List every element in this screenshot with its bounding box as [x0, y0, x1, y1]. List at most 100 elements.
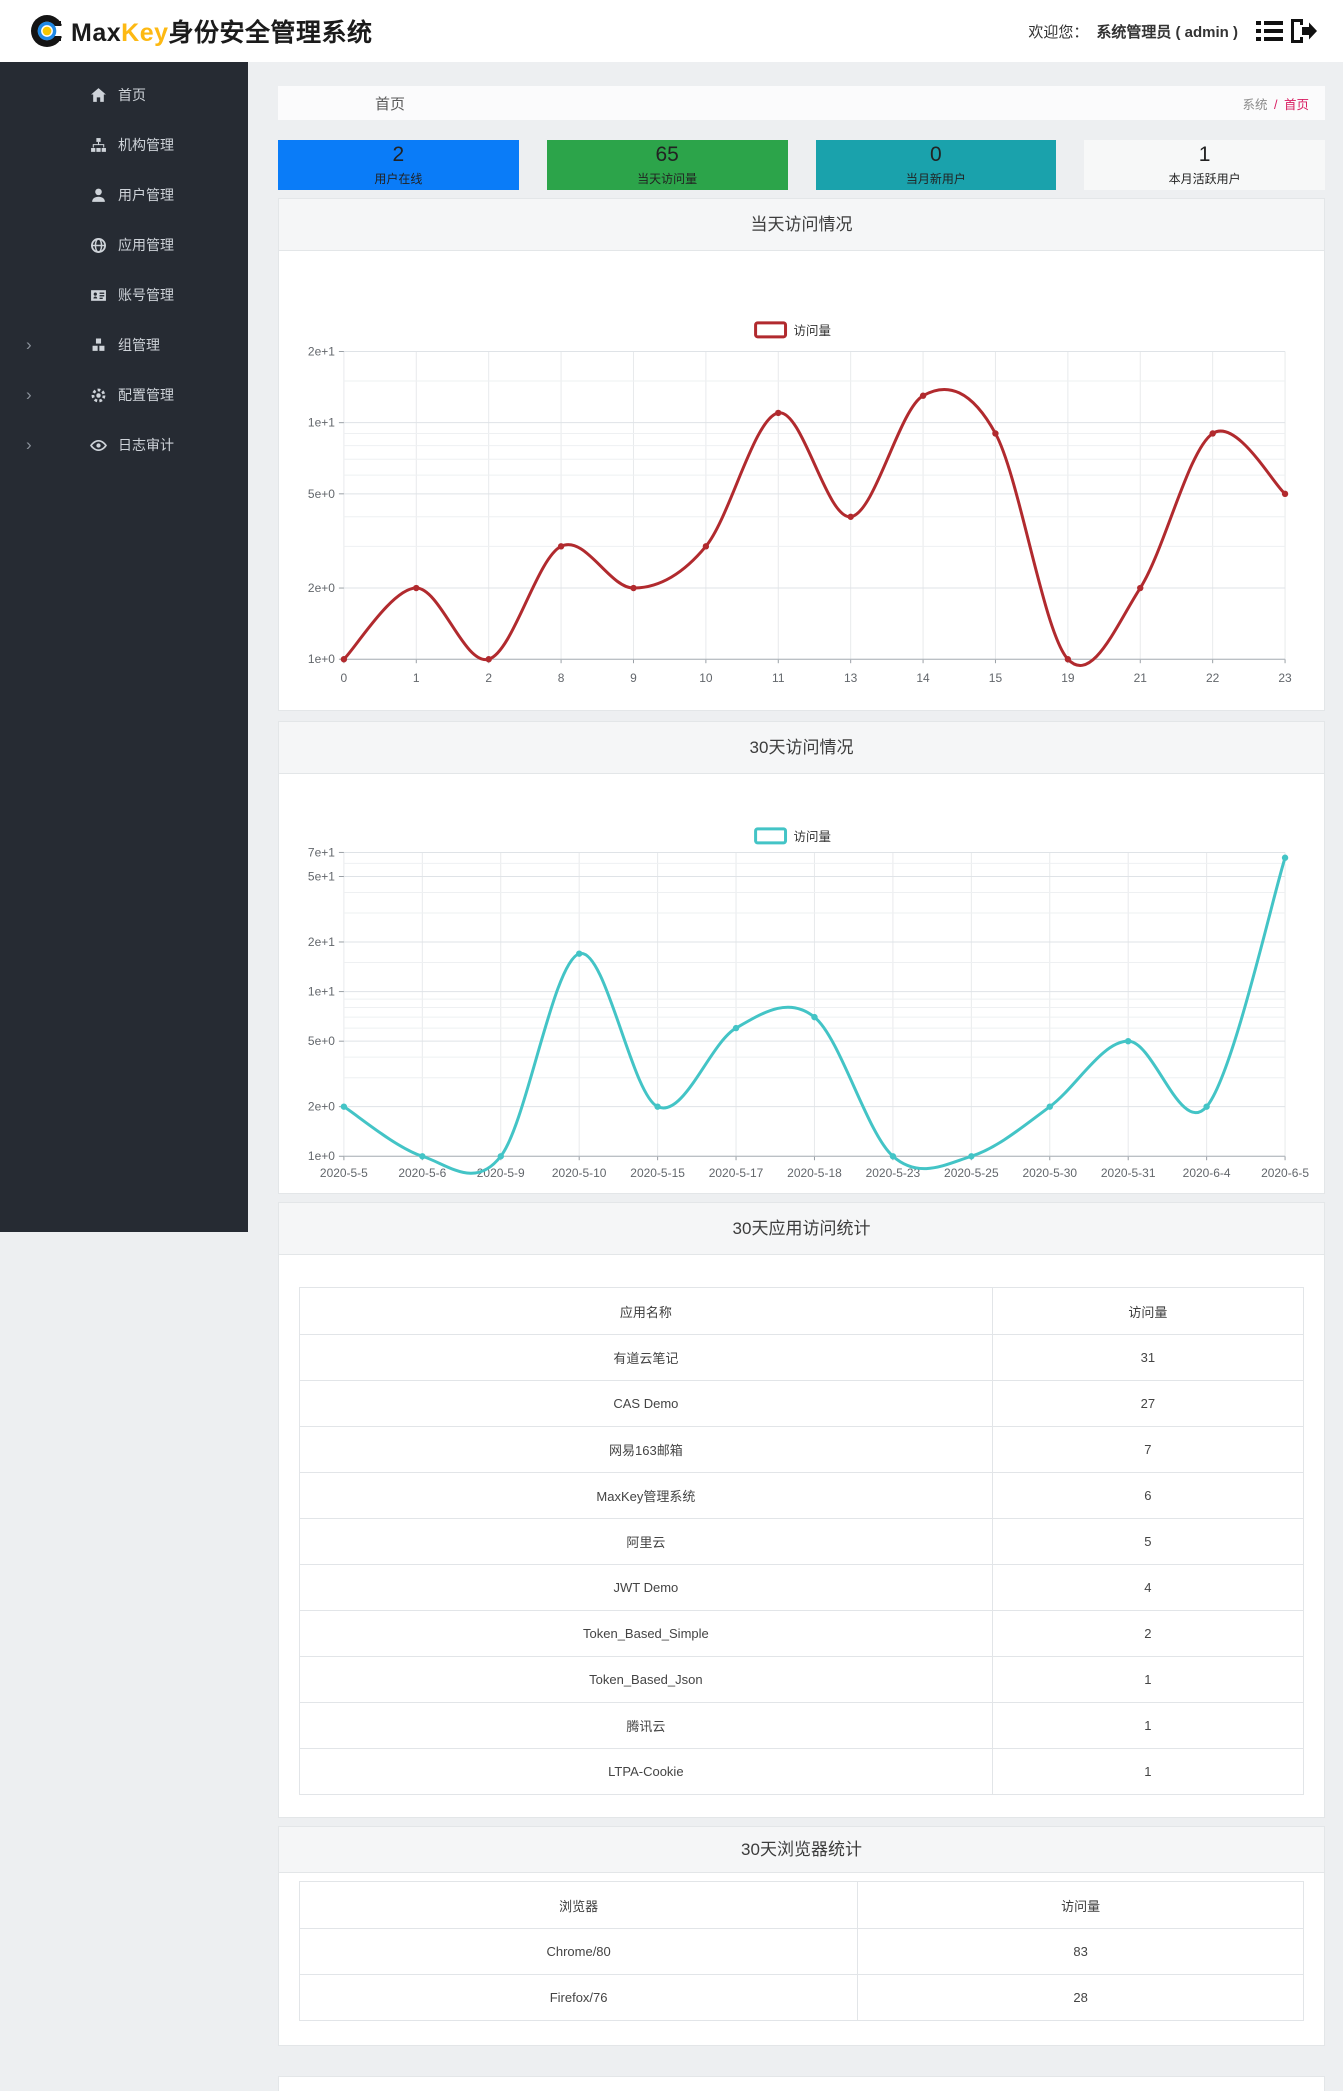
- svg-text:13: 13: [844, 671, 858, 685]
- table-cell: 腾讯云: [299, 1702, 993, 1750]
- sidebar-item-label: 组管理: [118, 337, 160, 353]
- sitemap-icon: [91, 137, 106, 152]
- table-header: 浏览器: [298, 1881, 859, 1930]
- table-cell: 1: [991, 1748, 1305, 1796]
- svg-text:2020-5-15: 2020-5-15: [630, 1166, 685, 1180]
- globe-icon: [91, 237, 106, 253]
- svg-text:5e+0: 5e+0: [308, 487, 335, 501]
- svg-text:8: 8: [558, 671, 565, 685]
- svg-text:2020-5-5: 2020-5-5: [320, 1166, 368, 1180]
- svg-text:1e+1: 1e+1: [308, 985, 335, 999]
- stat-label: 当月新用户: [905, 172, 966, 187]
- svg-text:0: 0: [341, 671, 348, 685]
- panel-title-browser-stats: 30天浏览器统计: [279, 1827, 1324, 1874]
- table-cell: 28: [857, 1974, 1304, 2022]
- legend-访问量[interactable]: 访问量: [754, 827, 831, 845]
- chevron-right-icon[interactable]: ›: [26, 434, 32, 454]
- breadcrumb-current[interactable]: 首页: [1283, 97, 1309, 112]
- table-cell: 5: [991, 1518, 1305, 1566]
- svg-text:2020-5-6: 2020-5-6: [398, 1166, 446, 1180]
- table-header: 访问量: [991, 1287, 1305, 1336]
- svg-text:1e+0: 1e+0: [308, 1149, 335, 1163]
- home-icon: [91, 87, 106, 102]
- sidebar-item-org[interactable]: 机构管理: [0, 120, 248, 170]
- svg-text:2020-6-5: 2020-6-5: [1261, 1166, 1309, 1180]
- table-cell: 2: [991, 1610, 1305, 1658]
- stat-value: 2: [392, 142, 405, 166]
- chevron-right-icon[interactable]: ›: [26, 334, 32, 354]
- panel-today-visits: 当天访问情况 0 1 2 8 9 10 11 13 14 15 19 21 22 23 2e+1 1e+1 5e…: [278, 198, 1325, 712]
- table-cell: 27: [991, 1380, 1305, 1428]
- table-row: JWT Demo 4: [299, 1564, 1305, 1612]
- sidebar-item-audit[interactable]: › 日志审计: [0, 420, 248, 470]
- table-cell: 1: [991, 1656, 1305, 1704]
- sidebar-item-config[interactable]: › 配置管理: [0, 370, 248, 420]
- svg-text:2020-5-9: 2020-5-9: [477, 1166, 525, 1180]
- sidebar-item-home[interactable]: 首页: [0, 70, 248, 120]
- table-cell: 7: [991, 1426, 1305, 1474]
- id-card-icon: [91, 289, 106, 301]
- stat-card-1: 65 当天访问量: [546, 140, 788, 190]
- svg-text:2e+0: 2e+0: [308, 581, 335, 595]
- app-access-table: 应用名称 访问量 有道云笔记 31 CAS Demo 27 网易163邮箱 7 MaxKey管理…: [299, 1287, 1305, 1796]
- table-row: MaxKey管理系统 6: [299, 1472, 1305, 1520]
- svg-text:21: 21: [1134, 671, 1148, 685]
- table-row: Token_Based_Json 1: [299, 1656, 1305, 1704]
- browser-table: 浏览器 访问量 Chrome/80 83 Firefox/76 28: [298, 1881, 1304, 2022]
- sidebar-item-group[interactable]: › 组管理: [0, 320, 248, 370]
- stat-card-3: 1 本月活跃用户: [1084, 140, 1325, 190]
- welcome-label: 欢迎您：: [1028, 23, 1089, 41]
- panel-browser-stats: 30天浏览器统计 浏览器 访问量 Chrome/80 83 Firefox/76 28: [278, 1826, 1325, 2047]
- table-row: Firefox/76 28: [298, 1974, 1304, 2022]
- sidebar-item-label: 首页: [118, 87, 146, 103]
- breadcrumb-separator: /: [1274, 97, 1278, 112]
- chevron-right-icon[interactable]: ›: [26, 384, 32, 404]
- table-row: LTPA-Cookie 1: [299, 1748, 1305, 1796]
- table-cell: Chrome/80: [298, 1928, 859, 1976]
- svg-text:10: 10: [699, 671, 713, 685]
- cubes-icon: [92, 337, 105, 351]
- logo[interactable]: MaxKey身份安全管理系统: [28, 12, 373, 50]
- svg-text:23: 23: [1278, 671, 1292, 685]
- breadcrumb-bar: 首页 系统 / 首页: [278, 86, 1325, 120]
- table-cell: Token_Based_Json: [299, 1656, 993, 1704]
- legend-访问量[interactable]: 访问量: [754, 321, 831, 339]
- panel-title-30day-visits: 30天访问情况: [279, 722, 1324, 775]
- stat-label: 用户在线: [374, 172, 423, 187]
- sidebar-item-label: 账号管理: [118, 287, 174, 303]
- table-cell: CAS Demo: [299, 1380, 993, 1428]
- svg-text:2e+1: 2e+1: [308, 344, 335, 358]
- table-row: 阿里云 5: [299, 1518, 1305, 1566]
- panel-title-today-visits: 当天访问情况: [279, 199, 1324, 251]
- svg-text:5e+0: 5e+0: [308, 1034, 335, 1048]
- stat-value: 0: [930, 142, 942, 166]
- gears-icon: [91, 388, 106, 402]
- svg-text:访问量: 访问量: [794, 830, 831, 844]
- stat-card-2: 0 当月新用户: [815, 140, 1057, 190]
- sidebar-item-account[interactable]: 账号管理: [0, 270, 248, 320]
- table-cell: LTPA-Cookie: [299, 1748, 993, 1796]
- panel-app-stats: 30天应用访问统计 应用名称 访问量 有道云笔记 31 CAS Demo 27 网易163邮…: [278, 1202, 1325, 1819]
- sidebar-item-label: 配置管理: [118, 387, 174, 403]
- svg-text:2e+0: 2e+0: [308, 1100, 335, 1114]
- sidebar-item-user[interactable]: 用户管理: [0, 170, 248, 220]
- sidebar-item-label: 日志审计: [118, 437, 174, 453]
- svg-text:2020-5-31: 2020-5-31: [1101, 1166, 1156, 1180]
- table-cell: Token_Based_Simple: [299, 1610, 993, 1658]
- session-list-icon[interactable]: [1256, 20, 1283, 43]
- current-user: 系统管理员 ( admin ): [1096, 23, 1238, 41]
- table-cell: 4: [991, 1564, 1305, 1612]
- table-row: 网易163邮箱 7: [299, 1426, 1305, 1474]
- today-visits-chart: 0 1 2 8 9 10 11 13 14 15 19 21 22 23 2e+1 1e+1 5e+0 2e+0 1…: [308, 321, 1292, 685]
- sidebar-item-app[interactable]: 应用管理: [0, 220, 248, 270]
- stat-card-0: 2 用户在线: [278, 140, 519, 190]
- stat-value: 1: [1198, 142, 1211, 166]
- logout-icon[interactable]: [1289, 18, 1317, 44]
- table-row: CAS Demo 27: [299, 1380, 1305, 1428]
- sidebar-item-label: 应用管理: [118, 237, 174, 253]
- breadcrumb-root[interactable]: 系统: [1242, 97, 1268, 112]
- table-row: Token_Based_Simple 2: [299, 1610, 1305, 1658]
- table-cell: JWT Demo: [299, 1564, 993, 1612]
- stat-cards: 2 用户在线 65 当天访问量 0 当月新用户 1 本月活跃用户: [278, 140, 1325, 190]
- 30day-visits-chart: 2020-5-5 2020-5-6 2020-5-9 2020-5-10 2020-5-…: [308, 827, 1309, 1180]
